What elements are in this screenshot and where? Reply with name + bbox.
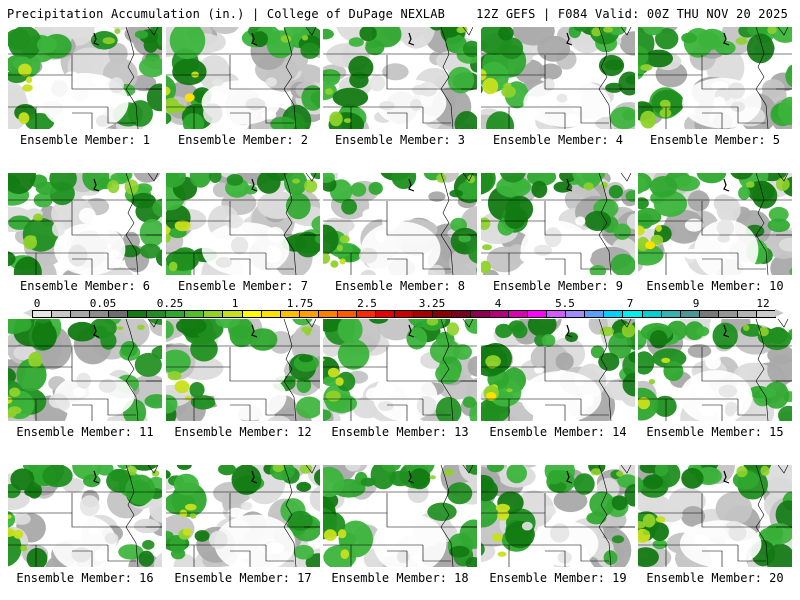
member-caption: Ensemble Member: 20 bbox=[646, 571, 784, 585]
member-map bbox=[481, 173, 635, 275]
member-caption: Ensemble Member: 2 bbox=[177, 133, 309, 147]
colorbar-swatch bbox=[528, 311, 548, 317]
member-caption: Ensemble Member: 10 bbox=[646, 279, 784, 293]
colorbar-swatch bbox=[642, 311, 662, 317]
colorbar-swatch bbox=[318, 311, 338, 317]
colorbar-swatch bbox=[204, 311, 224, 317]
member-caption: Ensemble Member: 18 bbox=[331, 571, 469, 585]
member-caption: Ensemble Member: 17 bbox=[174, 571, 312, 585]
member-caption: Ensemble Member: 15 bbox=[646, 425, 784, 439]
colorbar-swatch bbox=[413, 311, 433, 317]
colorbar-swatch bbox=[547, 311, 567, 317]
colorbar-label: 3.25 bbox=[418, 297, 446, 310]
colorbar-swatch bbox=[375, 311, 395, 317]
member-map bbox=[8, 319, 162, 421]
colorbar-swatch bbox=[147, 311, 167, 317]
colorbar-swatch bbox=[299, 311, 319, 317]
member-caption: Ensemble Member: 9 bbox=[492, 279, 624, 293]
member-map bbox=[166, 27, 320, 129]
colorbar-label: 4 bbox=[494, 297, 502, 310]
colorbar-left-arrow bbox=[23, 309, 32, 317]
member-map bbox=[323, 173, 477, 275]
member-map bbox=[166, 173, 320, 275]
colorbar-swatch bbox=[756, 311, 775, 317]
colorbar-swatch bbox=[452, 311, 472, 317]
colorbar-swatch bbox=[261, 311, 281, 317]
colorbar-swatches bbox=[32, 310, 776, 318]
colorbar-swatch bbox=[128, 311, 148, 317]
member-map bbox=[8, 173, 162, 275]
colorbar-swatch bbox=[623, 311, 643, 317]
colorbar-swatch bbox=[566, 311, 586, 317]
colorbar-label: 5.5 bbox=[555, 297, 575, 310]
colorbar-swatch bbox=[661, 311, 681, 317]
member-caption: Ensemble Member: 12 bbox=[174, 425, 312, 439]
member-caption: Ensemble Member: 4 bbox=[492, 133, 624, 147]
colorbar-swatch bbox=[699, 311, 719, 317]
member-map bbox=[638, 465, 792, 567]
member-map bbox=[638, 27, 792, 129]
member-caption: Ensemble Member: 13 bbox=[331, 425, 469, 439]
member-map bbox=[323, 319, 477, 421]
colorbar-swatch bbox=[585, 311, 605, 317]
colorbar-label: 12 bbox=[756, 297, 770, 310]
member-map bbox=[166, 319, 320, 421]
member-caption: Ensemble Member: 7 bbox=[177, 279, 309, 293]
colorbar-label: 7 bbox=[626, 297, 634, 310]
map-title: Precipitation Accumulation (in.) | Colle… bbox=[7, 7, 446, 21]
colorbar-swatch bbox=[33, 311, 53, 317]
colorbar-swatch bbox=[109, 311, 129, 317]
member-map bbox=[638, 173, 792, 275]
colorbar-swatch bbox=[356, 311, 376, 317]
member-caption: Ensemble Member: 16 bbox=[16, 571, 154, 585]
colorbar-label: 9 bbox=[692, 297, 700, 310]
member-caption: Ensemble Member: 19 bbox=[489, 571, 627, 585]
colorbar-swatch bbox=[394, 311, 414, 317]
colorbar-swatch bbox=[490, 311, 510, 317]
member-map bbox=[481, 27, 635, 129]
precip-colorbar: 0 0.05 0.25 1 1.75 2.5 3.25 4 5.5 7 9 12 bbox=[10, 297, 790, 319]
valid-time: 12Z GEFS | F084 Valid: 00Z THU NOV 20 20… bbox=[476, 7, 788, 21]
colorbar-label: 0.05 bbox=[89, 297, 117, 310]
colorbar-swatch bbox=[337, 311, 357, 317]
member-map bbox=[323, 27, 477, 129]
colorbar-label: 2.5 bbox=[357, 297, 377, 310]
colorbar-swatch bbox=[737, 311, 757, 317]
colorbar-swatch bbox=[604, 311, 624, 317]
colorbar-label: 1.75 bbox=[286, 297, 314, 310]
colorbar-label: 0 bbox=[33, 297, 41, 310]
colorbar-swatch bbox=[432, 311, 453, 317]
colorbar-swatch bbox=[242, 311, 262, 317]
colorbar-swatch bbox=[90, 311, 110, 317]
colorbar-label: 1 bbox=[231, 297, 239, 310]
colorbar-swatch bbox=[52, 311, 72, 317]
member-map bbox=[8, 27, 162, 129]
member-caption: Ensemble Member: 11 bbox=[16, 425, 154, 439]
member-caption: Ensemble Member: 3 bbox=[334, 133, 466, 147]
member-map bbox=[481, 319, 635, 421]
colorbar-swatch bbox=[280, 311, 300, 317]
colorbar-label: 0.25 bbox=[156, 297, 184, 310]
member-caption: Ensemble Member: 14 bbox=[489, 425, 627, 439]
member-map bbox=[166, 465, 320, 567]
colorbar-swatch bbox=[71, 311, 91, 317]
colorbar-swatch bbox=[680, 311, 700, 317]
member-map bbox=[638, 319, 792, 421]
colorbar-right-arrow bbox=[775, 309, 784, 317]
member-caption: Ensemble Member: 6 bbox=[19, 279, 151, 293]
colorbar-swatch bbox=[718, 311, 738, 317]
member-map bbox=[481, 465, 635, 567]
colorbar-swatch bbox=[223, 311, 243, 317]
colorbar-swatch bbox=[509, 311, 529, 317]
colorbar-swatch bbox=[185, 311, 205, 317]
member-map bbox=[8, 465, 162, 567]
member-caption: Ensemble Member: 1 bbox=[19, 133, 151, 147]
member-map bbox=[323, 465, 477, 567]
colorbar-swatch bbox=[166, 311, 186, 317]
member-caption: Ensemble Member: 5 bbox=[649, 133, 781, 147]
member-caption: Ensemble Member: 8 bbox=[334, 279, 466, 293]
colorbar-swatch bbox=[471, 311, 491, 317]
